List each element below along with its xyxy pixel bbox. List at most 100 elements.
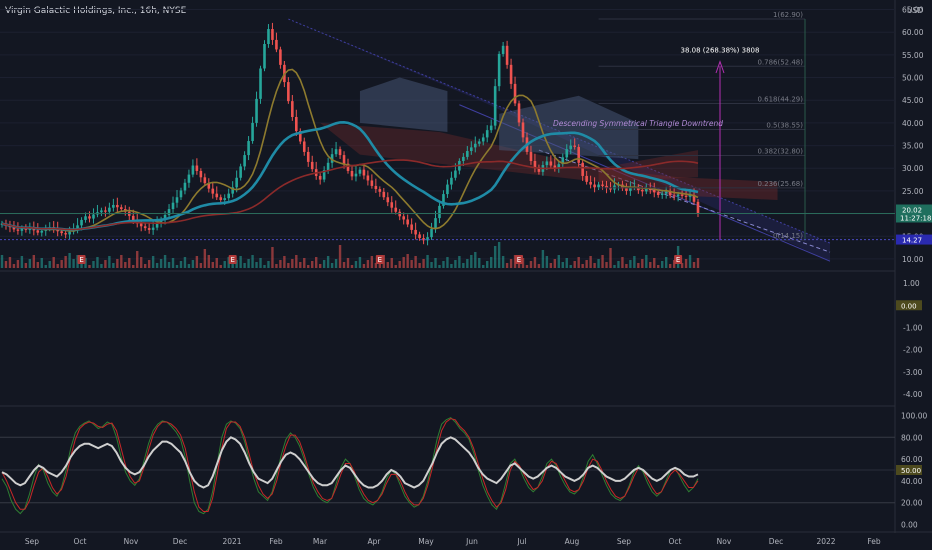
- candle-body[interactable]: [36, 230, 40, 233]
- candle-body[interactable]: [609, 188, 612, 190]
- candle-body[interactable]: [219, 197, 223, 200]
- candle-body[interactable]: [462, 156, 465, 161]
- candle-body[interactable]: [648, 188, 652, 191]
- candle-body[interactable]: [529, 151, 533, 161]
- candle-body[interactable]: [251, 122, 254, 142]
- candle-body[interactable]: [660, 193, 664, 195]
- candle-body[interactable]: [370, 180, 374, 186]
- candle-body[interactable]: [247, 141, 250, 156]
- candle-body[interactable]: [593, 184, 596, 188]
- candle-body[interactable]: [481, 137, 485, 142]
- candle-body[interactable]: [318, 175, 322, 180]
- candle-body[interactable]: [692, 194, 696, 202]
- price-panel[interactable]: 1(62.90) 0.786(52.48) 0.618(44.29) 0.5(38.5…: [0, 9, 895, 268]
- candle-body[interactable]: [271, 29, 274, 40]
- time-axis[interactable]: Sep Oct Nov Dec 2021 Feb Mar Apr May Jun Jul Aug Sep…: [25, 537, 881, 546]
- candle-body[interactable]: [330, 154, 334, 163]
- candle-body[interactable]: [676, 194, 680, 197]
- oscillator-panel[interactable]: 1.000.00-1.00-2.00-3.00-4.000.00: [896, 279, 923, 399]
- candle-body[interactable]: [545, 161, 549, 166]
- candle-body[interactable]: [84, 216, 87, 220]
- candle-body[interactable]: [235, 177, 238, 188]
- candle-body[interactable]: [573, 145, 577, 147]
- candle-body[interactable]: [394, 207, 398, 212]
- candle-body[interactable]: [147, 228, 151, 230]
- candle-body[interactable]: [112, 204, 115, 208]
- candle-body[interactable]: [553, 165, 557, 168]
- candle-body[interactable]: [354, 173, 358, 177]
- candle-body[interactable]: [143, 226, 147, 229]
- candle-body[interactable]: [398, 211, 402, 217]
- candle-body[interactable]: [477, 141, 481, 144]
- candle-body[interactable]: [131, 215, 135, 222]
- candle-body[interactable]: [450, 177, 453, 185]
- low-price-badge[interactable]: [896, 234, 932, 245]
- candle-body[interactable]: [203, 177, 207, 184]
- candle-body[interactable]: [151, 227, 155, 230]
- candle-body[interactable]: [302, 141, 306, 152]
- earnings-marker[interactable]: [674, 255, 683, 264]
- candle-body[interactable]: [12, 227, 16, 230]
- candle-body[interactable]: [199, 170, 203, 178]
- candle-body[interactable]: [497, 53, 501, 87]
- candle-body[interactable]: [680, 194, 684, 196]
- earnings-marker[interactable]: [515, 255, 524, 264]
- candle-body[interactable]: [163, 214, 167, 220]
- candle-body[interactable]: [342, 155, 346, 164]
- candle-body[interactable]: [326, 162, 330, 171]
- candle-body[interactable]: [60, 231, 63, 234]
- candle-body[interactable]: [215, 193, 219, 198]
- candle-body[interactable]: [493, 86, 497, 126]
- candle-body[interactable]: [517, 103, 521, 123]
- candle-body[interactable]: [668, 191, 672, 196]
- candle-body[interactable]: [557, 164, 561, 168]
- candle-body[interactable]: [80, 219, 83, 226]
- candle-body[interactable]: [644, 188, 648, 192]
- candle-body[interactable]: [438, 205, 441, 219]
- candle-body[interactable]: [239, 166, 242, 178]
- price-axis[interactable]: 65.00 60.00 55.00 50.00 45.00 40.00 35.00 30.00…: [896, 6, 932, 264]
- candle-body[interactable]: [374, 185, 378, 190]
- candle-body[interactable]: [175, 197, 179, 203]
- candle-body[interactable]: [259, 68, 262, 99]
- candle-body[interactable]: [505, 45, 509, 65]
- candle-body[interactable]: [430, 229, 433, 238]
- candle-body[interactable]: [231, 187, 234, 194]
- candle-body[interactable]: [426, 237, 429, 241]
- candle-body[interactable]: [454, 170, 457, 178]
- candle-body[interactable]: [446, 184, 449, 195]
- candle-body[interactable]: [406, 219, 409, 225]
- candle-body[interactable]: [696, 201, 700, 214]
- candle-body[interactable]: [625, 188, 628, 191]
- candle-body[interactable]: [20, 228, 24, 231]
- candle-body[interactable]: [267, 29, 270, 44]
- candle-body[interactable]: [485, 130, 489, 138]
- candle-body[interactable]: [159, 219, 163, 224]
- candle-body[interactable]: [183, 182, 187, 191]
- candle-body[interactable]: [509, 64, 513, 84]
- candle-body[interactable]: [40, 230, 44, 233]
- candle-body[interactable]: [108, 207, 111, 212]
- candle-body[interactable]: [410, 224, 413, 230]
- candle-body[interactable]: [68, 231, 71, 235]
- candle-body[interactable]: [473, 143, 477, 148]
- candle-body[interactable]: [92, 214, 95, 219]
- stoch-value-badge[interactable]: [896, 465, 922, 475]
- candle-body[interactable]: [207, 183, 211, 189]
- currency-label[interactable]: USD: [907, 6, 923, 15]
- candle-body[interactable]: [521, 122, 525, 138]
- candle-body[interactable]: [402, 216, 405, 220]
- candle-body[interactable]: [581, 162, 584, 176]
- osc-value-badge[interactable]: [896, 300, 922, 311]
- candle-body[interactable]: [418, 234, 421, 239]
- candle-body[interactable]: [597, 184, 600, 188]
- candle-body[interactable]: [442, 194, 445, 206]
- candle-body[interactable]: [211, 188, 215, 194]
- candle-body[interactable]: [366, 175, 370, 181]
- earnings-marker[interactable]: [77, 255, 86, 264]
- candle-body[interactable]: [295, 117, 298, 132]
- candle-body[interactable]: [346, 163, 350, 171]
- candle-body[interactable]: [688, 194, 692, 197]
- candle-body[interactable]: [537, 167, 541, 172]
- candle-body[interactable]: [601, 184, 604, 186]
